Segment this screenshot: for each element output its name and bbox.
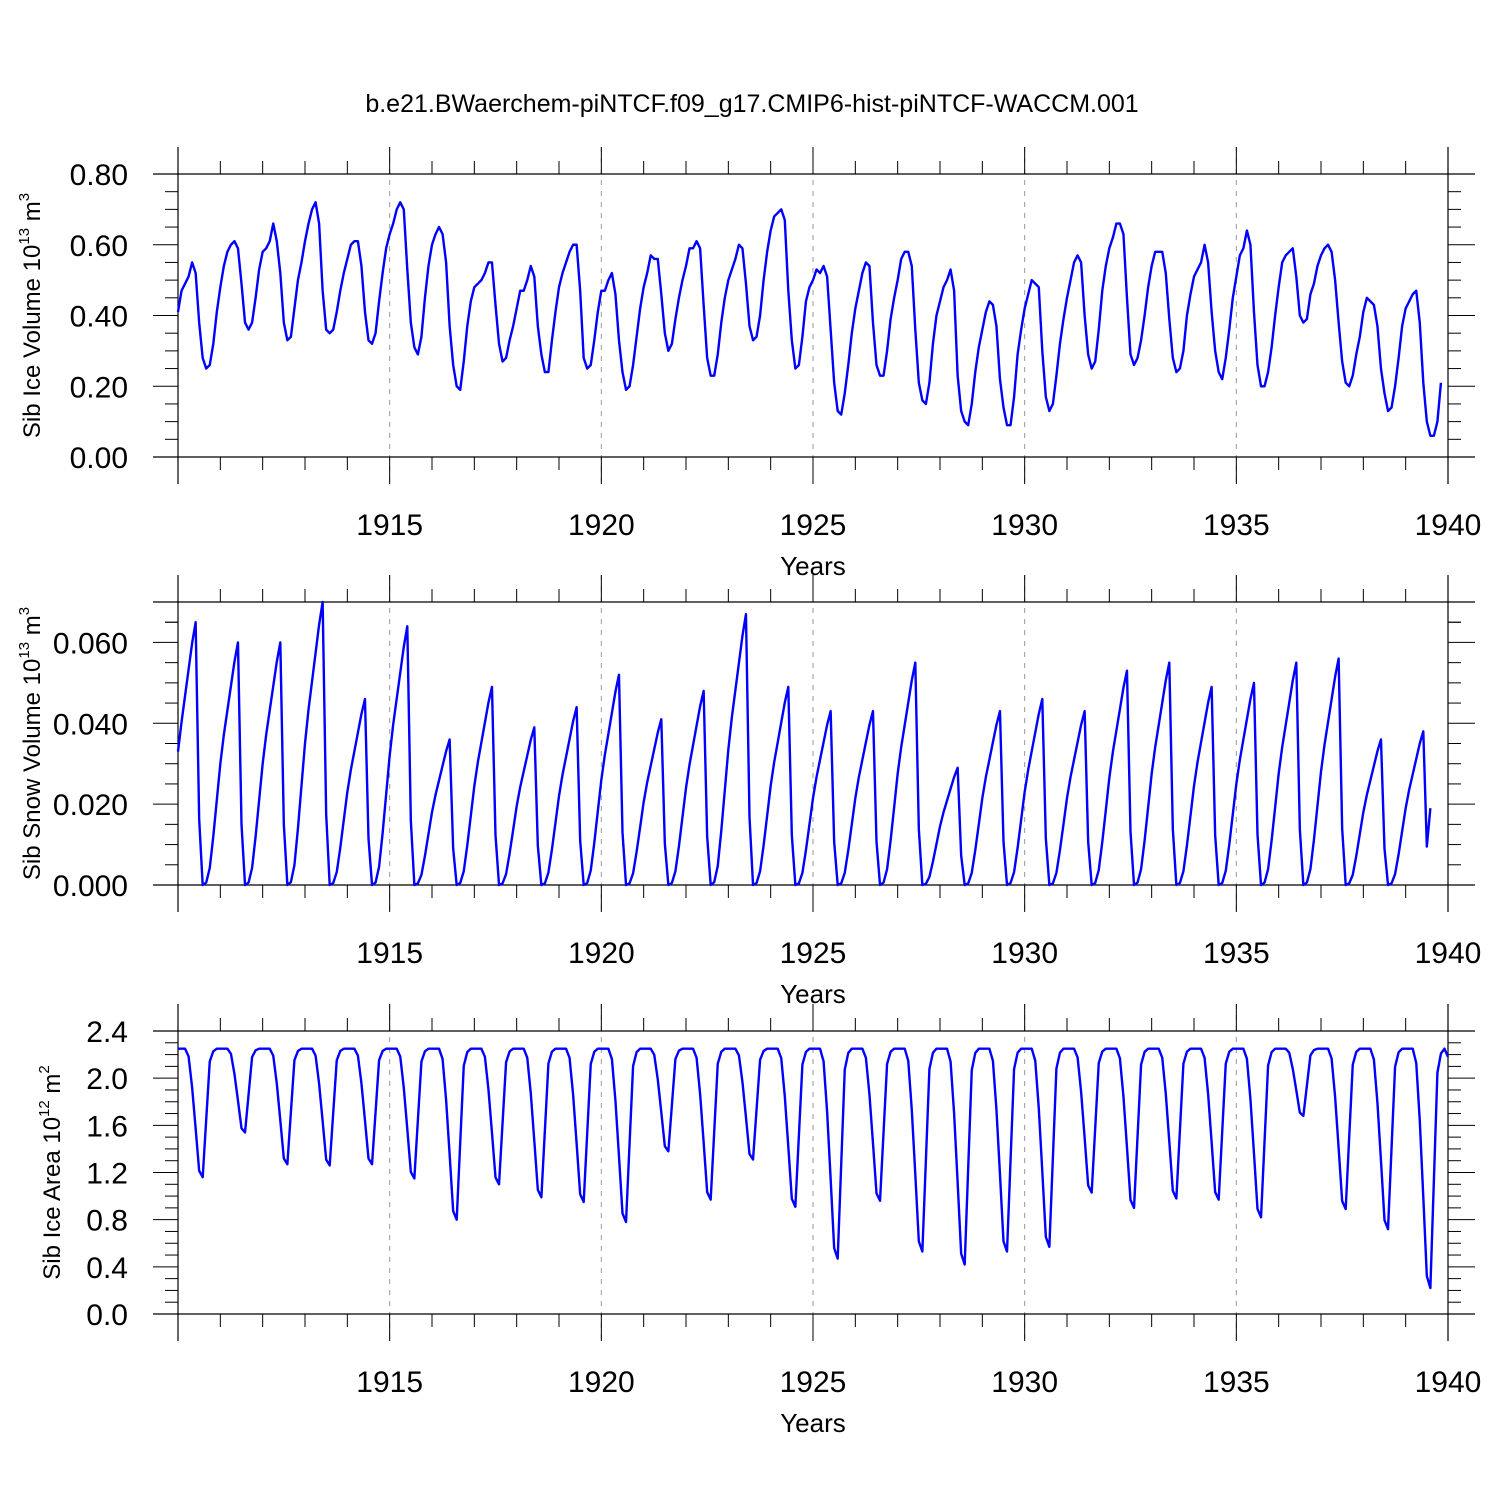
y-label-unit-exponent: 2 — [36, 1065, 53, 1073]
y-axis-label-snow-volume: Sib Snow Volume 1013 m3 — [16, 607, 46, 880]
x-tick-label-snow-volume-5: 1940 — [1415, 937, 1482, 970]
y-label-main: Sib Ice Area 10 — [39, 1117, 66, 1280]
y-tick-label-snow-volume-1: 0.020 — [53, 789, 128, 822]
y-tick-label-ice-area-3: 1.2 — [86, 1158, 128, 1191]
y-tick-label-ice-area-2: 0.8 — [86, 1205, 128, 1238]
chart-title: b.e21.BWaerchem-piNTCF.f09_g17.CMIP6-his… — [365, 90, 1138, 118]
y-label-exponent: 13 — [16, 642, 33, 659]
y-label-exponent: 13 — [16, 228, 33, 245]
x-tick-label-ice-area-1: 1920 — [568, 1366, 635, 1399]
y-tick-label-snow-volume-0: 0.000 — [53, 870, 128, 903]
x-tick-label-snow-volume-0: 1915 — [356, 937, 423, 970]
y-tick-label-ice-volume-1: 0.20 — [70, 371, 128, 404]
y-tick-label-snow-volume-3: 0.060 — [53, 627, 128, 660]
x-axis-label-ice-area: Years — [780, 1408, 846, 1438]
x-tick-label-ice-area-4: 1935 — [1203, 1366, 1270, 1399]
y-axis-label-ice-area: Sib Ice Area 1012 m2 — [36, 1065, 66, 1279]
x-tick-label-snow-volume-4: 1935 — [1203, 937, 1270, 970]
x-tick-label-ice-volume-0: 1915 — [356, 509, 423, 542]
series-line-ice-area — [178, 1047, 1450, 1290]
y-label-main: Sib Snow Volume 10 — [19, 659, 46, 880]
y-tick-label-ice-volume-3: 0.60 — [70, 230, 128, 263]
x-tick-label-snow-volume-3: 1930 — [991, 937, 1058, 970]
x-tick-label-ice-volume-5: 1940 — [1415, 509, 1482, 542]
y-label-main: Sib Ice Volume 10 — [19, 245, 46, 438]
x-tick-label-snow-volume-1: 1920 — [568, 937, 635, 970]
y-tick-label-ice-area-5: 2.0 — [86, 1063, 128, 1096]
y-tick-label-ice-area-6: 2.4 — [86, 1016, 128, 1049]
y-tick-label-ice-area-1: 0.4 — [86, 1252, 128, 1285]
y-tick-label-ice-volume-0: 0.00 — [70, 442, 128, 475]
x-tick-label-ice-area-2: 1925 — [780, 1366, 847, 1399]
x-tick-label-ice-volume-4: 1935 — [1203, 509, 1270, 542]
panel-snow-volume: 0.000 0.020 0.040 0.060 1915 1920 1925 1930 1935… — [16, 575, 1481, 1009]
x-tick-label-ice-volume-2: 1925 — [780, 509, 847, 542]
y-tick-label-ice-volume-4: 0.80 — [70, 159, 128, 192]
y-label-unit-exponent: 3 — [16, 607, 33, 615]
panel-ice-volume: 0.00 0.20 0.40 0.60 0.80 1915 1920 1925 1930 1935… — [16, 147, 1481, 581]
x-tick-label-snow-volume-2: 1925 — [780, 937, 847, 970]
y-label-unit: m — [19, 615, 46, 642]
y-label-exponent: 12 — [36, 1100, 53, 1117]
y-tick-label-ice-volume-2: 0.40 — [70, 301, 128, 334]
x-tick-label-ice-area-0: 1915 — [356, 1366, 423, 1399]
x-tick-label-ice-volume-3: 1930 — [991, 509, 1058, 542]
y-label-unit-exponent: 3 — [16, 193, 33, 201]
series-line-ice-volume — [176, 201, 1443, 437]
series-line-snow-volume — [176, 600, 1432, 887]
x-tick-label-ice-area-3: 1930 — [991, 1366, 1058, 1399]
x-tick-label-ice-volume-1: 1920 — [568, 509, 635, 542]
y-tick-label-ice-area-0: 0.0 — [86, 1299, 128, 1332]
y-axis-label-ice-volume: Sib Ice Volume 1013 m3 — [16, 193, 46, 438]
panel-ice-area: 0.0 0.4 0.8 1.2 1.6 2.0 2.4 1915 1920 1925 1930 193… — [36, 1004, 1481, 1438]
y-label-unit: m — [19, 201, 46, 228]
x-tick-label-ice-area-5: 1940 — [1415, 1366, 1482, 1399]
y-label-unit: m — [39, 1074, 66, 1101]
y-tick-label-ice-area-4: 1.6 — [86, 1110, 128, 1143]
y-tick-label-snow-volume-2: 0.040 — [53, 708, 128, 741]
